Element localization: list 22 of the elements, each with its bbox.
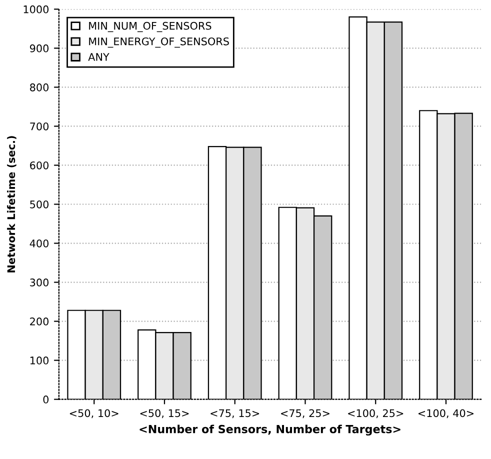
y-tick-label: 800 [30,83,49,92]
y-tick-label: 0 [43,396,49,404]
x-tick-label: <75, 25> [281,409,330,418]
x-tick-label: <50, 15> [140,409,189,418]
y-tick-label: 900 [30,44,49,52]
y-axis-title: Network Lifetime (sec.) [7,136,16,272]
x-axis-title: <Number of Sensors, Number of Targets> [140,424,400,436]
x-tick-label: <100, 40> [418,409,474,418]
x-tick-label: <100, 25> [348,409,404,418]
y-tick-label: 400 [30,239,49,248]
y-tick-label: 100 [30,356,49,364]
y-tick-label: 1000 [24,5,49,14]
y-tick-label: 700 [30,122,49,130]
x-tick-label: <75, 15> [210,409,260,418]
y-tick-label: 200 [30,318,49,326]
legend-label: MIN_NUM_OF_SENSORS [89,22,212,32]
legend-label: ANY [88,53,110,61]
y-tick-label: 600 [30,161,49,170]
y-tick-label: 500 [30,200,49,208]
y-tick-label: 300 [30,278,49,286]
x-tick-label: <50, 10> [70,409,118,418]
legend-label: MIN_ENERGY_OF_SENSORS [89,37,229,48]
